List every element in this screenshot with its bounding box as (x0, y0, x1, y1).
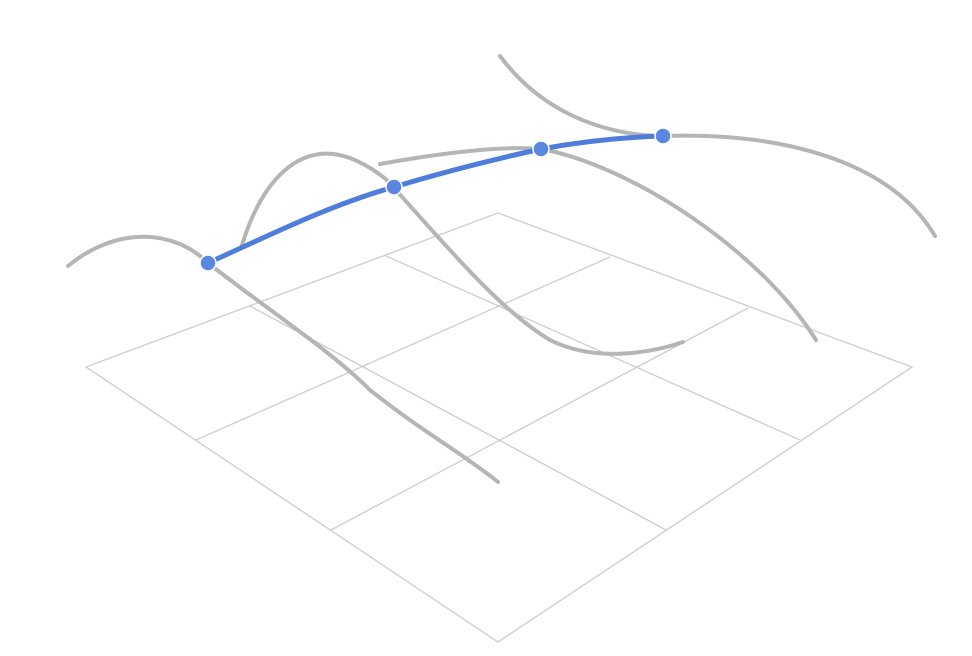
control-point-2[interactable] (385, 178, 403, 196)
guide-curve-4 (498, 54, 937, 238)
ground-grid (84, 212, 914, 643)
grid-line-b1 (195, 256, 611, 441)
guide-curve-3 (378, 146, 818, 342)
guide-curves (66, 54, 937, 484)
guide-curve-2 (240, 151, 685, 356)
highlight-curve (205, 133, 666, 266)
grid-line-a2 (385, 255, 801, 441)
control-point-3[interactable] (532, 140, 550, 158)
grid-line-b2 (330, 307, 749, 531)
grid-outline (84, 212, 914, 643)
control-point-4[interactable] (654, 127, 672, 145)
guide-curve-1 (66, 234, 500, 484)
control-point-1[interactable] (199, 254, 217, 272)
grid-line-a1 (249, 305, 667, 531)
control-points (199, 127, 672, 272)
